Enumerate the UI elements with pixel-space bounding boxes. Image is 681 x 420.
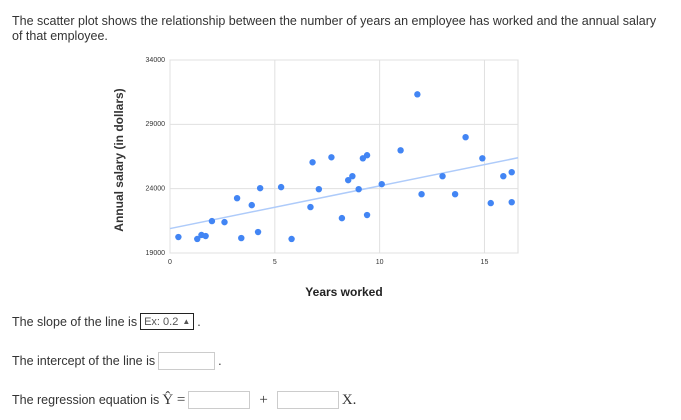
- intercept-input[interactable]: [158, 352, 216, 370]
- slope-placeholder: Ex: 0.2: [144, 315, 179, 328]
- x-tick-label: 15: [481, 259, 489, 266]
- point: [363, 152, 371, 159]
- point: [479, 155, 486, 162]
- slope-select[interactable]: Ex: 0.2 ▲︎: [140, 313, 195, 330]
- chart: Annual salary (in dollars) Years worked …: [112, 57, 519, 299]
- point: [451, 190, 459, 198]
- point: [221, 218, 228, 226]
- point: [500, 172, 507, 180]
- point: [363, 211, 371, 219]
- point: [487, 199, 494, 207]
- plus: +: [259, 391, 268, 408]
- point: [414, 91, 421, 98]
- point: [309, 159, 316, 166]
- x-tick-label: 5: [273, 259, 277, 266]
- period: .: [197, 314, 201, 329]
- point: [418, 190, 425, 198]
- x-axis-title: Years worked: [305, 285, 382, 299]
- point: [254, 228, 262, 236]
- point: [349, 172, 356, 180]
- y-tick-label: 24000: [146, 186, 166, 193]
- point: [397, 147, 404, 154]
- x-tick-label: 0: [168, 259, 172, 266]
- intercept-label: The intercept of the line is: [12, 354, 156, 368]
- point: [462, 134, 469, 141]
- point: [508, 168, 515, 176]
- question: The scatter plot shows the relationship …: [12, 14, 657, 43]
- y-tick-label: 19000: [146, 250, 166, 257]
- intercept-row: The intercept of the line is .: [12, 352, 222, 370]
- point: [378, 180, 385, 188]
- x-variable: X.: [341, 391, 357, 408]
- slope-answer[interactable]: [276, 391, 339, 409]
- point: [328, 154, 335, 161]
- point: [208, 217, 216, 225]
- point: [202, 232, 209, 240]
- point: [315, 185, 323, 193]
- period: .: [218, 354, 222, 368]
- point: [508, 198, 515, 206]
- regression-label: The regression equation is: [12, 393, 160, 407]
- trendline: [169, 157, 519, 230]
- point: [248, 201, 255, 209]
- y-axis-title: Annual salary (in dollars): [112, 88, 126, 231]
- point: [307, 203, 314, 211]
- x-tick-label: 10: [376, 259, 384, 266]
- slope-label: The slope of the line is: [12, 314, 138, 329]
- point: [288, 235, 295, 243]
- y-hat: Ŷ =: [162, 391, 186, 408]
- y-tick-label: 29000: [146, 121, 166, 128]
- point: [175, 233, 182, 241]
- point: [344, 176, 352, 184]
- point: [256, 184, 264, 192]
- regression-row: The regression equation is Ŷ = + X.: [12, 391, 356, 409]
- point: [338, 214, 346, 222]
- slope-row: The slope of the line is Ex: 0.2 ▲︎ .: [12, 313, 201, 330]
- point: [238, 234, 245, 242]
- point: [277, 183, 285, 191]
- select-arrows: ▲︎: [182, 317, 191, 326]
- point: [355, 185, 362, 193]
- point: [233, 194, 241, 202]
- y-tick-label: 34000: [146, 57, 166, 64]
- point: [194, 235, 201, 243]
- point: [439, 172, 446, 180]
- intercept-answer[interactable]: [188, 391, 251, 409]
